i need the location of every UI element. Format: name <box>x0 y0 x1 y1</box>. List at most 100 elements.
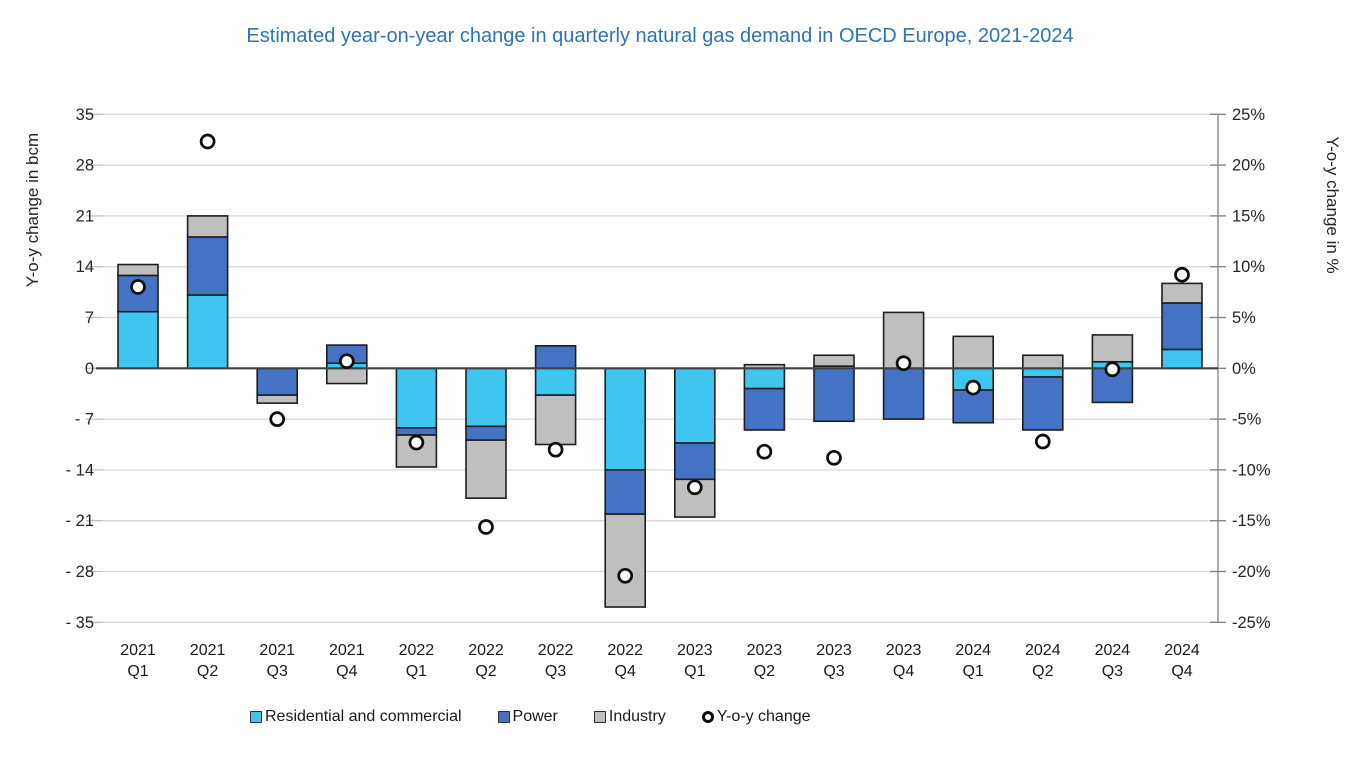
x-axis-label: 2021 Q3 <box>259 642 295 680</box>
bar-segment <box>952 335 995 370</box>
bar-segment <box>395 367 438 429</box>
bar-segment <box>325 367 368 385</box>
right-axis-tick-label: -25% <box>1232 614 1271 632</box>
right-axis-tick-label: -10% <box>1232 461 1271 479</box>
bar-segment <box>1021 354 1064 370</box>
left-axis-tick-label: - 35 <box>66 614 94 632</box>
legend-label: Power <box>512 708 558 725</box>
bar-segment <box>395 427 438 436</box>
bar-segment <box>256 394 299 404</box>
x-axis-label: 2024 Q2 <box>1025 642 1061 680</box>
right-axis-tick-label: 25% <box>1232 106 1265 124</box>
bar-segment <box>1161 282 1203 304</box>
x-axis-label: 2022 Q2 <box>468 642 504 680</box>
bar-segment <box>186 294 229 370</box>
bar-segment <box>534 367 577 396</box>
x-axis-label: 2021 Q2 <box>190 642 226 680</box>
left-axis-tick-label: - 14 <box>66 461 94 479</box>
bar-segment <box>1021 376 1064 431</box>
yoy-marker <box>130 279 146 295</box>
bar-segment <box>465 425 507 441</box>
yoy-marker <box>686 479 703 496</box>
bar-segment <box>186 236 229 296</box>
yoy-marker <box>895 355 912 372</box>
bar-segment <box>1161 302 1203 351</box>
yoy-marker <box>547 441 564 458</box>
right-axis-tick-label: 10% <box>1232 258 1265 276</box>
left-axis-tick-label: - 28 <box>66 563 94 581</box>
yoy-marker <box>269 411 286 428</box>
bar-segment <box>534 345 577 370</box>
legend-label: Residential and commercial <box>265 708 462 725</box>
x-axis-label: 2024 Q1 <box>955 642 991 680</box>
right-axis-tick-label: 5% <box>1232 309 1256 327</box>
legend: Residential and commercial Power Industry Y… <box>250 708 811 726</box>
x-axis-label: 2023 Q3 <box>816 642 852 680</box>
bar-segment <box>465 367 507 428</box>
yoy-marker <box>617 567 634 584</box>
bar-segment <box>1021 367 1064 378</box>
bar-segment <box>465 439 507 500</box>
bar-segment <box>673 367 716 444</box>
yoy-marker <box>1034 433 1051 450</box>
x-axis-label: 2021 Q1 <box>120 642 156 680</box>
legend-label: Industry <box>608 708 666 725</box>
right-axis-tick-label: 0% <box>1232 360 1256 378</box>
bar-segment <box>117 310 159 370</box>
bar-segment <box>813 367 855 423</box>
left-axis-tick-label: 7 <box>85 309 94 327</box>
chart-title: Estimated year-on-year change in quarter… <box>246 25 1074 47</box>
yoy-marker <box>408 434 425 451</box>
legend-swatch-icon <box>250 711 262 723</box>
legend-label: Y-o-y change <box>716 708 811 725</box>
right-axis-tick-label: -15% <box>1232 512 1271 530</box>
left-axis-tick-label: - 7 <box>75 411 94 429</box>
right-axis-tick-label: 20% <box>1232 157 1265 175</box>
yoy-marker <box>338 353 355 370</box>
x-axis-label: 2024 Q4 <box>1164 642 1200 680</box>
yoy-marker <box>756 443 773 460</box>
left-axis-tick-label: 28 <box>76 157 94 175</box>
bar-segment <box>604 469 647 515</box>
x-axis-label: 2022 Q4 <box>607 642 643 680</box>
bar-segment <box>813 354 855 367</box>
legend-item: Industry <box>593 708 666 726</box>
yoy-marker <box>1104 361 1121 378</box>
bar-segment <box>604 367 647 471</box>
x-axis-label: 2023 Q1 <box>677 642 713 680</box>
bar-segment <box>117 263 159 277</box>
bar-segment <box>673 442 716 481</box>
left-axis-tick-label: 14 <box>76 258 94 276</box>
left-axis-tick-label: - 21 <box>66 512 94 530</box>
bar-segment <box>743 367 786 390</box>
right-axis-tick-label: -5% <box>1232 411 1262 429</box>
x-axis-label: 2021 Q4 <box>329 642 365 680</box>
left-axis-tick-label: 0 <box>85 360 94 378</box>
bar-segment <box>1091 334 1134 363</box>
yoy-marker <box>1174 266 1190 283</box>
bar-segment <box>1161 348 1203 370</box>
bar-segment <box>604 513 647 608</box>
yoy-marker <box>478 519 494 535</box>
bar-segment <box>743 387 786 431</box>
bar-segment <box>534 394 577 446</box>
bar-segment <box>952 389 995 424</box>
yoy-marker <box>199 133 216 150</box>
x-axis-label: 2022 Q3 <box>538 642 574 680</box>
legend-swatch-icon <box>593 711 606 723</box>
right-axis-tick-label: 15% <box>1232 207 1265 225</box>
legend-swatch-icon <box>497 711 510 723</box>
bar-segment <box>186 215 229 238</box>
x-axis-label: 2024 Q3 <box>1095 642 1131 680</box>
x-axis-label: 2023 Q2 <box>747 642 783 680</box>
x-axis-label: 2023 Q4 <box>886 642 922 680</box>
bar-segment <box>882 367 925 420</box>
bar-segment <box>256 367 299 396</box>
legend-item: Power <box>497 708 558 726</box>
left-axis-tick-label: 35 <box>76 106 94 124</box>
yoy-marker <box>965 379 982 396</box>
right-axis-tick-label: -20% <box>1232 563 1271 581</box>
left-axis-tick-label: 21 <box>76 207 94 225</box>
